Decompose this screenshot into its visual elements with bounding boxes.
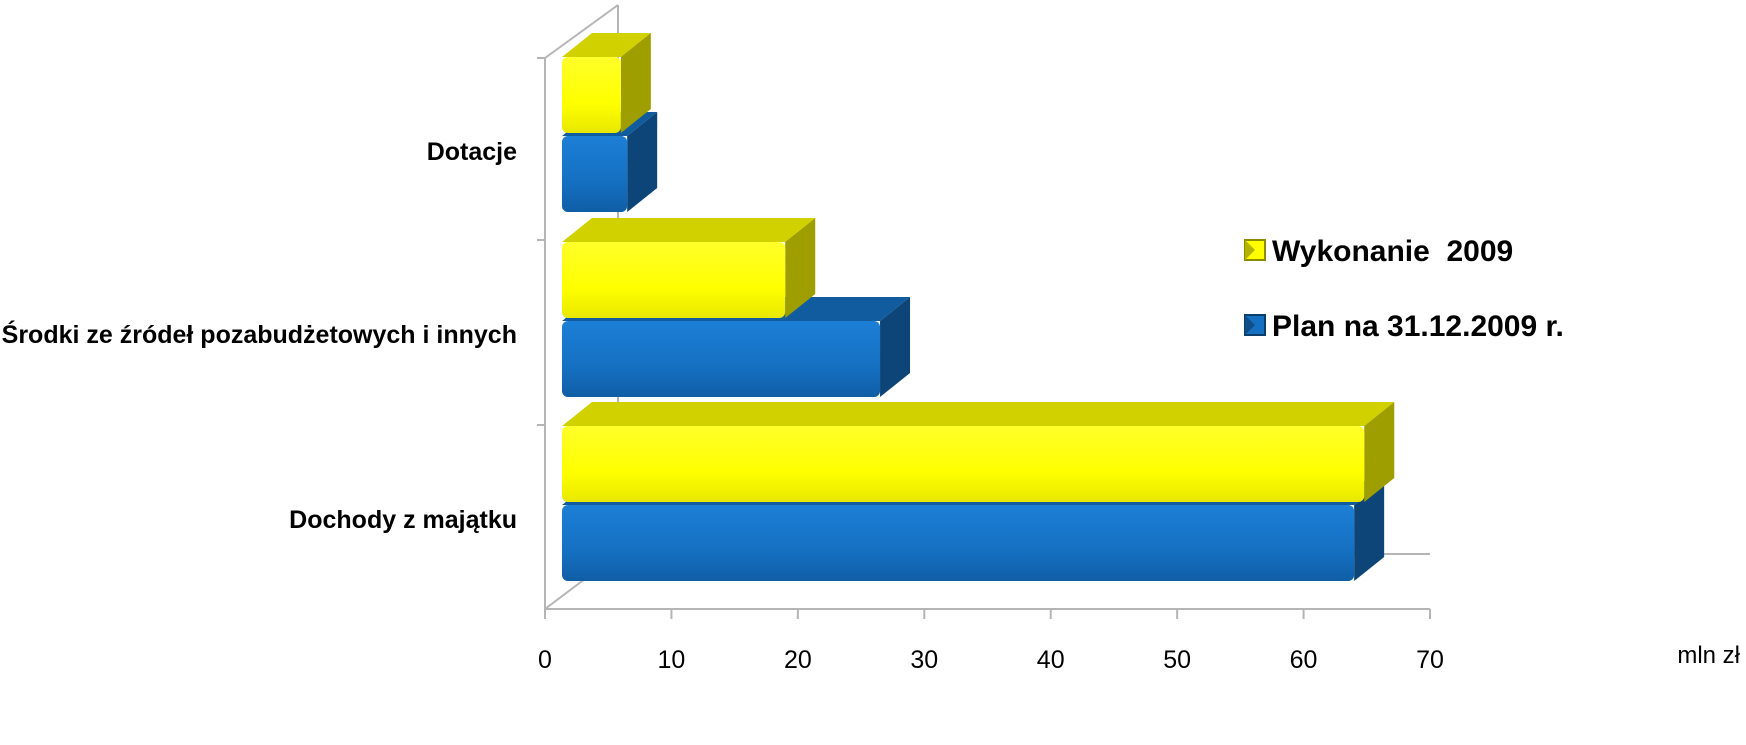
- legend-swatch-shade: [1245, 240, 1255, 260]
- bars-group: [562, 33, 1395, 581]
- bar-wykonanie-1: [562, 218, 816, 318]
- bar-side-face: [1364, 402, 1395, 502]
- bar-wykonanie-2: [562, 33, 651, 133]
- x-tick-label: 40: [1037, 646, 1065, 674]
- legend-item-plan: Plan na 31.12.2009 r.: [1244, 310, 1564, 343]
- bar-side-face: [880, 297, 911, 397]
- legend: Wykonanie 2009 Plan na 31.12.2009 r.: [1244, 235, 1564, 343]
- bar-side-face: [785, 218, 816, 318]
- legend-item-wykonanie: Wykonanie 2009: [1244, 235, 1513, 268]
- bar-wykonanie-0: [562, 402, 1395, 502]
- bar-front-face: [562, 57, 621, 133]
- category-label: Środki ze źródeł pozabudżetowych i innyc…: [2, 319, 517, 349]
- bar-front-face: [562, 136, 628, 212]
- bar-front-face: [562, 505, 1355, 581]
- x-tick-label: 50: [1163, 646, 1191, 674]
- x-tick-label: 0: [538, 646, 552, 674]
- bar-top-face: [562, 33, 651, 57]
- category-label: Dochody z majątku: [289, 506, 517, 534]
- legend-swatch-shade: [1245, 315, 1255, 335]
- x-tick-label: 10: [658, 646, 686, 674]
- legend-label: Plan na 31.12.2009 r.: [1272, 310, 1564, 343]
- x-tick-label: 30: [910, 646, 938, 674]
- bar-side-face: [627, 112, 658, 212]
- bar-top-face: [562, 402, 1395, 426]
- category-label: Dotacje: [427, 138, 517, 166]
- category-labels: Dochody z majątku Środki ze źródeł pozabu…: [2, 138, 517, 534]
- bar-front-face: [562, 426, 1365, 502]
- bar-side-face: [620, 33, 651, 133]
- x-tick-label: 60: [1290, 646, 1318, 674]
- x-tick-label: 20: [784, 646, 812, 674]
- x-unit-label: mln zł: [1677, 642, 1740, 669]
- bar-front-face: [562, 242, 786, 318]
- x-axis: 0 10 20 30 40 50 60 70 mln zł: [538, 608, 1741, 674]
- wall-top-edge: [544, 4, 619, 59]
- legend-label: Wykonanie 2009: [1272, 235, 1513, 268]
- bar-side-face: [1354, 481, 1385, 581]
- bar-top-face: [562, 218, 816, 242]
- x-tick-label: 70: [1416, 646, 1444, 674]
- bar-front-face: [562, 321, 881, 397]
